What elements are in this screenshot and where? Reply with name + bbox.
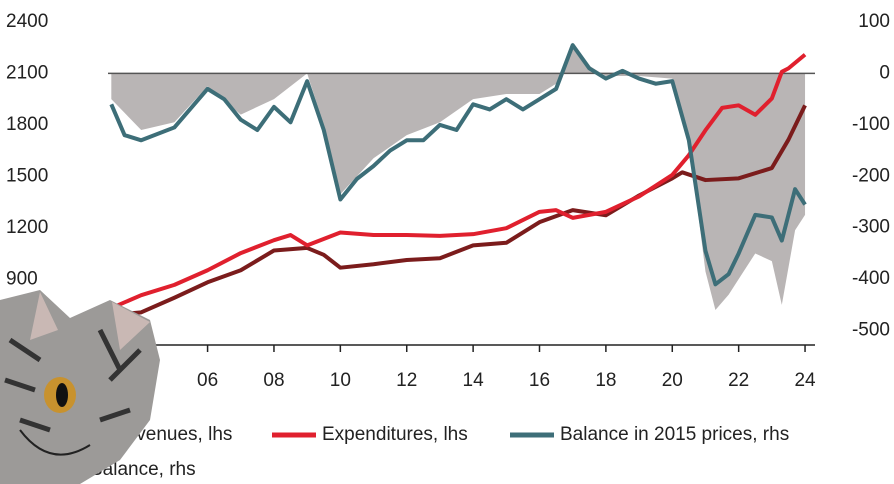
x-tick-label: 12 (396, 370, 417, 391)
cat-sticker (0, 290, 160, 484)
y-tick-label: 900 (6, 269, 38, 290)
x-tick-label: 18 (595, 370, 616, 391)
y2-tick-label: -400 (852, 268, 890, 289)
y-tick-label: 2100 (6, 63, 48, 84)
x-tick-label: 20 (662, 370, 683, 391)
y2-tick-label: 100 (858, 11, 890, 32)
x-tick-label: 14 (463, 370, 485, 391)
y2-tick-label: 0 (879, 62, 890, 83)
x-tick-label: 24 (794, 370, 816, 391)
legend-label: Balance in 2015 prices, rhs (560, 424, 789, 445)
y2-tick-label: -100 (852, 114, 890, 135)
chart: 60090012001500180021002400-500-400-300-2… (0, 0, 894, 484)
y2-tick-label: -300 (852, 217, 890, 238)
y2-tick-label: -500 (852, 320, 890, 341)
y-tick-label: 2400 (6, 11, 48, 32)
balance-area (111, 43, 805, 310)
legend-label: Expenditures, lhs (322, 424, 468, 445)
x-tick-label: 22 (728, 370, 749, 391)
y-tick-label: 1200 (6, 217, 48, 238)
x-tick-label: 16 (529, 370, 550, 391)
y2-tick-label: -200 (852, 165, 890, 186)
x-tick-label: 06 (197, 370, 218, 391)
x-tick-label: 08 (263, 370, 284, 391)
y-tick-label: 1800 (6, 114, 48, 135)
y-tick-label: 1500 (6, 166, 48, 187)
x-tick-label: 10 (330, 370, 351, 391)
